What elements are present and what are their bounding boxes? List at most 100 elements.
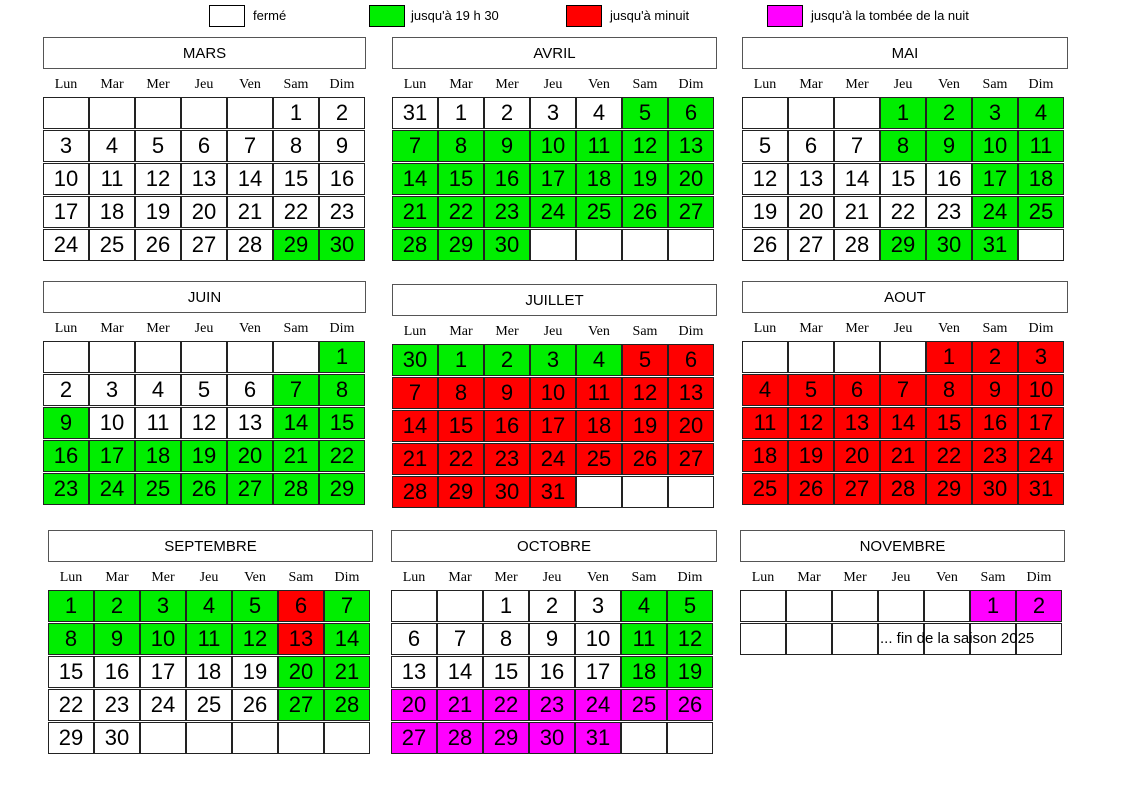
weekday-label: Mer bbox=[495, 324, 519, 339]
day-cell: 10 bbox=[972, 130, 1018, 162]
weekday-header: Lun Mar Mer Jeu Ven Sam Dim bbox=[740, 570, 1062, 586]
weekday-label: Mer bbox=[845, 77, 869, 92]
day-cell: 6 bbox=[227, 374, 273, 406]
day-cell: 22 bbox=[48, 689, 94, 721]
day-cell: 15 bbox=[483, 656, 529, 688]
month-title: OCTOBRE bbox=[391, 530, 717, 562]
day-cell: 11 bbox=[576, 377, 622, 409]
empty-cell bbox=[1018, 229, 1064, 261]
day-cell: 3 bbox=[140, 590, 186, 622]
day-cell: 22 bbox=[438, 443, 484, 475]
empty-cell bbox=[391, 590, 437, 622]
weekday-header: Lun Mar Mer Jeu Ven Sam Dim bbox=[43, 321, 365, 337]
day-cell: 1 bbox=[483, 590, 529, 622]
weekday-label: Mar bbox=[100, 77, 124, 92]
day-cell: 12 bbox=[232, 623, 278, 655]
weekday-header: Lun Mar Mer Jeu Ven Sam Dim bbox=[48, 570, 370, 586]
weekday-label: Mar bbox=[105, 570, 129, 585]
weekday-label: Ven bbox=[588, 324, 610, 339]
day-cell: 15 bbox=[880, 163, 926, 195]
day-cell: 5 bbox=[181, 374, 227, 406]
day-cell: 10 bbox=[43, 163, 89, 195]
weekday-label: Ven bbox=[936, 570, 958, 585]
empty-cell bbox=[621, 722, 667, 754]
day-cell: 16 bbox=[94, 656, 140, 688]
day-cell: 19 bbox=[667, 656, 713, 688]
weekday-label: Mar bbox=[799, 321, 823, 336]
month-title: AVRIL bbox=[392, 37, 717, 69]
weekday-label: Sam bbox=[283, 321, 309, 336]
weekday-label: Sam bbox=[631, 570, 657, 585]
empty-cell bbox=[181, 97, 227, 129]
weekday-label: Lun bbox=[753, 321, 777, 336]
day-cell: 2 bbox=[319, 97, 365, 129]
day-cell: 17 bbox=[43, 196, 89, 228]
month-title: JUIN bbox=[43, 281, 366, 313]
weekday-label: Dim bbox=[677, 570, 703, 585]
empty-cell bbox=[181, 341, 227, 373]
day-cell: 14 bbox=[392, 410, 438, 442]
day-cell: 16 bbox=[43, 440, 89, 472]
legend-swatch bbox=[767, 5, 803, 27]
day-cell: 15 bbox=[926, 407, 972, 439]
day-cell: 21 bbox=[324, 656, 370, 688]
weekday-label: Lun bbox=[54, 77, 78, 92]
day-cell: 25 bbox=[135, 473, 181, 505]
weekday-label: Mar bbox=[797, 570, 821, 585]
day-cell: 4 bbox=[89, 130, 135, 162]
day-cell: 14 bbox=[437, 656, 483, 688]
day-cell: 8 bbox=[438, 130, 484, 162]
empty-cell bbox=[788, 341, 834, 373]
day-cell: 13 bbox=[181, 163, 227, 195]
day-cell: 9 bbox=[43, 407, 89, 439]
empty-cell bbox=[832, 623, 878, 655]
day-cell: 9 bbox=[319, 130, 365, 162]
day-cell: 29 bbox=[438, 476, 484, 508]
weekday-header: Lun Mar Mer Jeu Ven Sam Dim bbox=[742, 77, 1064, 93]
day-cell: 22 bbox=[319, 440, 365, 472]
empty-cell bbox=[786, 623, 832, 655]
day-cell: 22 bbox=[483, 689, 529, 721]
day-cell: 24 bbox=[530, 196, 576, 228]
day-cell: 18 bbox=[621, 656, 667, 688]
day-cell: 30 bbox=[972, 473, 1018, 505]
day-cell: 12 bbox=[788, 407, 834, 439]
day-cell: 7 bbox=[392, 130, 438, 162]
day-cell: 1 bbox=[438, 97, 484, 129]
weekday-label: Lun bbox=[59, 570, 83, 585]
day-cell: 27 bbox=[181, 229, 227, 261]
empty-cell bbox=[740, 623, 786, 655]
day-cell: 20 bbox=[834, 440, 880, 472]
weekday-label: Mer bbox=[494, 570, 518, 585]
day-cell: 15 bbox=[438, 410, 484, 442]
weekday-label: Jeu bbox=[543, 324, 563, 339]
day-cell: 19 bbox=[622, 163, 668, 195]
legend-swatch bbox=[209, 5, 245, 27]
legend-swatch bbox=[369, 5, 405, 27]
day-cell: 14 bbox=[392, 163, 438, 195]
day-cell: 4 bbox=[576, 97, 622, 129]
day-cell: 27 bbox=[788, 229, 834, 261]
day-cell: 28 bbox=[392, 229, 438, 261]
day-cell: 1 bbox=[438, 344, 484, 376]
day-cell: 13 bbox=[391, 656, 437, 688]
day-cell: 8 bbox=[438, 377, 484, 409]
weekday-header: Lun Mar Mer Jeu Ven Sam Dim bbox=[742, 321, 1064, 337]
day-cell: 28 bbox=[437, 722, 483, 754]
weekday-label: Sam bbox=[982, 321, 1008, 336]
empty-cell bbox=[89, 341, 135, 373]
day-cell: 29 bbox=[483, 722, 529, 754]
day-cell: 6 bbox=[181, 130, 227, 162]
empty-cell bbox=[43, 341, 89, 373]
day-cell: 30 bbox=[484, 476, 530, 508]
day-cell: 13 bbox=[668, 130, 714, 162]
day-cell: 12 bbox=[181, 407, 227, 439]
day-cell: 1 bbox=[48, 590, 94, 622]
day-cell: 2 bbox=[529, 590, 575, 622]
empty-cell bbox=[622, 476, 668, 508]
day-cell: 17 bbox=[530, 163, 576, 195]
day-cell: 5 bbox=[622, 344, 668, 376]
day-cell: 31 bbox=[972, 229, 1018, 261]
day-cell: 6 bbox=[391, 623, 437, 655]
day-cell: 7 bbox=[834, 130, 880, 162]
